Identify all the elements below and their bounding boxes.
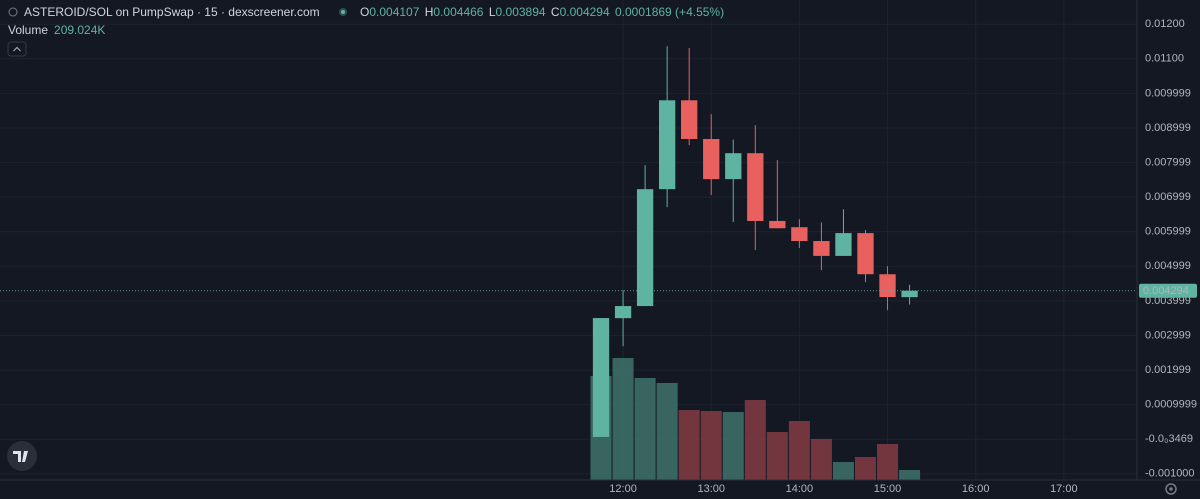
settings-gear-center[interactable]	[1169, 487, 1173, 491]
logo-circle[interactable]	[7, 441, 37, 471]
volume-layer	[590, 358, 921, 480]
y-tick-label: 0.007999	[1145, 156, 1191, 168]
volume-legend: Volume 209.024K	[8, 23, 105, 37]
ohlc-label: O	[360, 5, 369, 19]
settings-button[interactable]	[1165, 483, 1177, 495]
axes: 0.01200 0.01100 0.009999 0.008999 0.007999 0.…	[609, 18, 1197, 495]
x-tick-label: 13:00	[697, 483, 725, 495]
candle-body	[658, 100, 676, 190]
candle-body	[835, 233, 852, 256]
y-tick-label: 0.004999	[1145, 260, 1191, 272]
volume-bar	[766, 432, 788, 480]
ohlc-value: 0.004107	[369, 5, 419, 19]
ohlc-label: C	[551, 5, 560, 19]
candle-body	[901, 290, 918, 298]
candle-body	[703, 139, 720, 180]
collapse-button-frame[interactable]	[7, 41, 27, 57]
volume-bar	[899, 469, 921, 480]
volume-title: Volume	[8, 23, 48, 37]
ohlc-value: 0.004466	[433, 5, 483, 19]
volume-bar	[877, 444, 899, 480]
x-tick-label: 16:00	[962, 483, 990, 495]
y-tick-label: 0.01200	[1145, 18, 1185, 30]
candle-body	[857, 233, 874, 275]
volume-bar	[612, 358, 634, 480]
candle-body	[592, 318, 610, 437]
last-price-label: 0.004294	[1143, 285, 1189, 297]
y-tick-label: 0.0009999	[1145, 399, 1197, 411]
chart-title: ASTEROID/SOL on PumpSwap · 15 · dexscree…	[24, 5, 320, 19]
volume-bar	[832, 462, 854, 480]
volume-bar	[722, 412, 744, 480]
candle-body	[636, 189, 654, 307]
candle-body	[614, 306, 632, 319]
volume-bar	[810, 438, 832, 480]
collapse-button[interactable]	[7, 41, 27, 57]
ohlc-value: 0.004294	[560, 5, 610, 19]
y-tick-label: -0.0₀3469	[1145, 433, 1193, 445]
y-tick-label: 0.008999	[1145, 122, 1191, 134]
y-tick-label: 0.002999	[1145, 329, 1191, 341]
tradingview-logo[interactable]	[7, 441, 37, 471]
volume-bar	[744, 400, 766, 480]
candle-body	[681, 100, 698, 140]
candle-body	[747, 153, 764, 221]
y-tick-label: 0.001999	[1145, 364, 1191, 376]
x-tick-label: 15:00	[874, 483, 902, 495]
logo-mark[interactable]	[13, 451, 28, 462]
change-value: 0.0001869 (+4.55%)	[615, 5, 724, 19]
settings-gear[interactable]	[1165, 483, 1177, 495]
y-tick-label: 0.003999	[1145, 295, 1191, 307]
y-tick-label: 0.006999	[1145, 191, 1191, 203]
volume-bar	[700, 411, 722, 480]
ohlc-label: L	[489, 5, 496, 19]
y-tick-label: -0.001000	[1145, 468, 1195, 480]
volume-bar	[678, 410, 700, 480]
symbol-icon	[8, 7, 18, 17]
status-dot-core	[341, 10, 345, 14]
volume-bar	[656, 382, 678, 480]
y-tick-label: 0.005999	[1145, 226, 1191, 238]
grid	[0, 0, 1137, 480]
x-tick-label: 17:00	[1050, 483, 1078, 495]
candle-body	[813, 241, 830, 256]
x-tick-label: 14:00	[786, 483, 814, 495]
volume-bar	[788, 421, 810, 480]
volume-bar	[854, 456, 877, 480]
ohlc-value: 0.003894	[496, 5, 546, 19]
collapse-chevron[interactable]	[13, 46, 21, 52]
candle-body	[769, 220, 786, 229]
volume-bar	[634, 377, 656, 480]
volume-value: 209.024K	[54, 23, 105, 37]
candle-body	[725, 153, 742, 180]
candle-body	[879, 274, 896, 298]
x-tick-label: 12:00	[609, 483, 637, 495]
y-tick-label: 0.009999	[1145, 87, 1191, 99]
candle-body	[791, 227, 808, 242]
ohlc-legend: O0.004107 H0.004466 L0.003894 C0.004294 …	[360, 5, 724, 19]
last-price-tag	[1139, 283, 1197, 298]
candle-layer	[0, 46, 1137, 437]
y-tick-label: 0.01100	[1145, 53, 1184, 65]
ohlc-label: H	[425, 5, 434, 19]
